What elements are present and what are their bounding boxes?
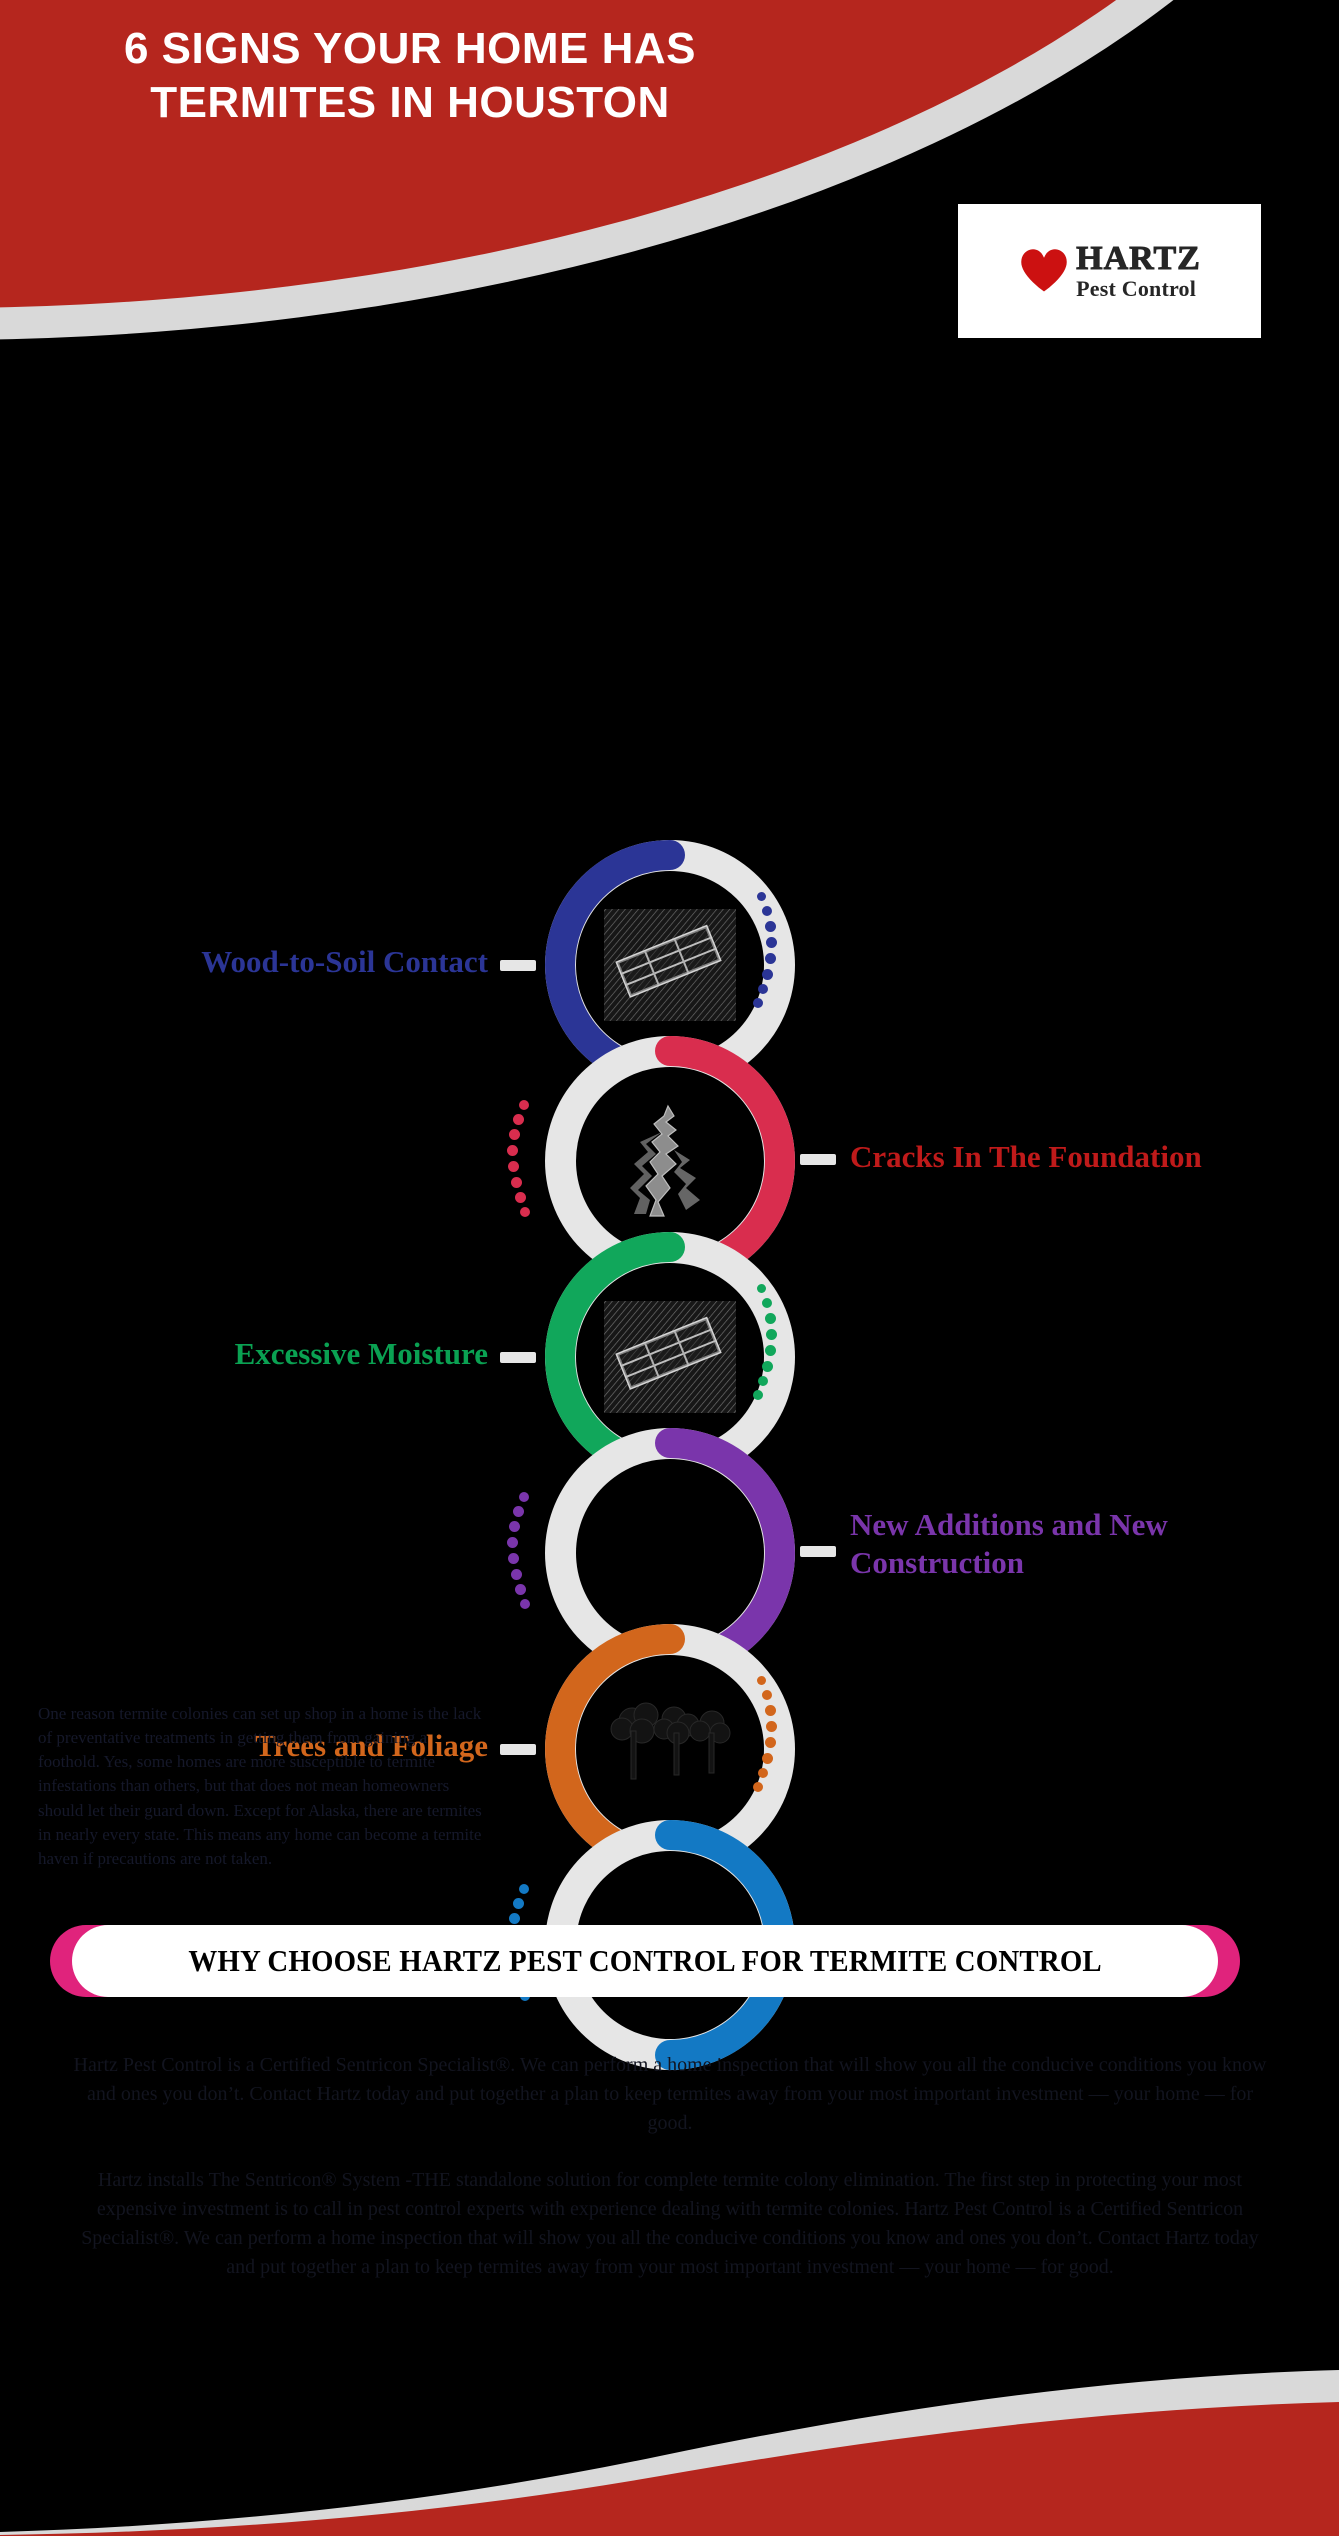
dot-arc-5 (735, 1676, 781, 1826)
construction-icon (604, 1491, 736, 1615)
heart-icon (1018, 247, 1070, 295)
why-choose-banner-text: WHY CHOOSE HARTZ PEST CONTROL FOR TERMIT… (188, 1943, 1102, 1978)
sign-node-4[interactable] (545, 1428, 795, 1678)
sign-label-1: Wood-to-Soil Contact (201, 944, 488, 979)
why-choose-banner-inner: WHY CHOOSE HARTZ PEST CONTROL FOR TERMIT… (72, 1925, 1218, 1997)
sign-label-5: Trees and Foliage (254, 1728, 488, 1763)
footer-wave (0, 2336, 1339, 2536)
foundation-crack-icon (616, 1102, 724, 1220)
ring-hole (576, 1459, 764, 1647)
connector-dash-5 (500, 1744, 536, 1755)
dot-arc-1 (735, 892, 781, 1042)
dot-arc-4 (495, 1492, 541, 1642)
connector-dash-1 (500, 960, 536, 971)
body-paragraph-1: Hartz Pest Control is a Certified Sentri… (73, 2054, 1267, 2134)
connector-dash-3 (500, 1352, 536, 1363)
company-logo: HARTZ Pest Control (958, 204, 1261, 338)
sign-node-5[interactable] (545, 1624, 795, 1874)
dot-arc-3 (735, 1284, 781, 1434)
dot-arc-2 (495, 1100, 541, 1250)
wood-plank-icon (604, 903, 736, 1027)
sign-label-4: New Additions and New Construction (850, 1507, 1168, 1580)
intro-paragraph: One reason termite colonies can set up s… (38, 1704, 482, 1868)
logo-tagline-text: Pest Control (1076, 276, 1197, 301)
sign-label-3: Excessive Moisture (234, 1336, 488, 1371)
sign-label-2: Cracks In The Foundation (850, 1139, 1202, 1174)
body-paragraph-2: Hartz installs The Sentricon® System -TH… (81, 2169, 1259, 2278)
shield-icon (604, 1883, 736, 2007)
sign-node-3[interactable] (545, 1232, 795, 1482)
wet-wood-icon (604, 1295, 736, 1419)
why-choose-banner: WHY CHOOSE HARTZ PEST CONTROL FOR TERMIT… (50, 1925, 1240, 1997)
page-title: 6 Signs Your Home Has Termites in Housto… (123, 24, 696, 127)
logo-brand-text: HARTZ (1076, 240, 1201, 277)
header-banner (0, 0, 1339, 340)
connector-dash-4 (800, 1546, 836, 1557)
ring-hole (576, 1655, 764, 1843)
trees-icon (608, 1699, 732, 1799)
connector-dash-2 (800, 1154, 836, 1165)
